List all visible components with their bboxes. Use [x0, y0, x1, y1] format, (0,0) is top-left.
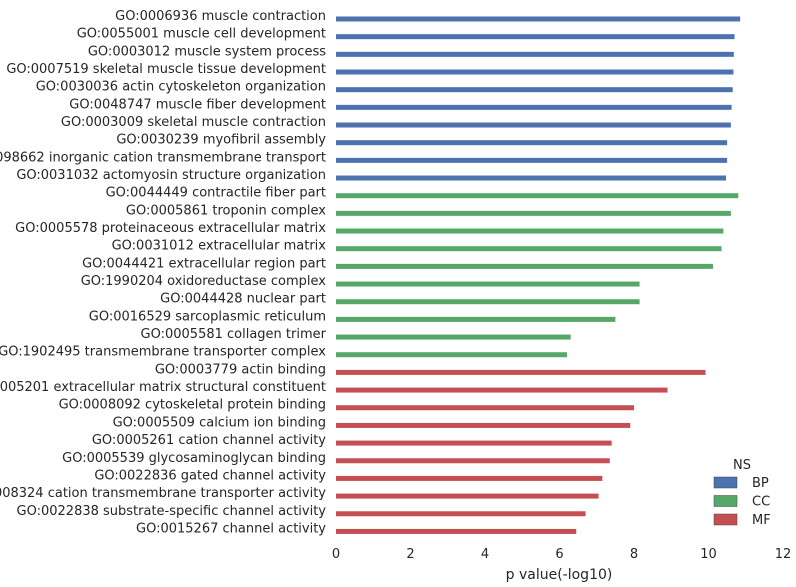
category-label: GO:0055001 muscle cell development [77, 27, 326, 42]
bar-cc [336, 316, 616, 322]
category-label: GO:0008092 cytoskeletal protein binding [59, 398, 326, 413]
x-tick-label: 10 [700, 547, 717, 562]
bars-group [336, 16, 741, 534]
category-label: GO:0007519 skeletal muscle tissue develo… [6, 62, 326, 77]
category-label: GO:0030036 actin cytoskeleton organizati… [36, 80, 326, 95]
category-label: GO:0016529 sarcoplasmic reticulum [89, 309, 326, 324]
x-tick-label: 2 [406, 547, 414, 562]
category-label: GO:0005861 troponin complex [126, 203, 326, 218]
x-tick-label: 12 [775, 547, 792, 562]
x-axis-ticks-group: 0 2 4 6 8 10 12 [332, 547, 791, 562]
bar-mf [336, 475, 603, 481]
bar-bp [336, 69, 734, 75]
bar-cc [336, 246, 722, 252]
category-label: GO:0022836 gated channel activity [94, 468, 326, 483]
bar-bp [336, 51, 734, 57]
category-label: GO:0006936 muscle contraction [115, 9, 326, 24]
x-tick-label: 4 [481, 547, 489, 562]
category-label: GO:0003009 skeletal muscle contraction [61, 115, 326, 130]
legend-swatch-mf [713, 513, 738, 526]
category-label: GO:0003779 actin binding [155, 362, 326, 377]
bar-bp [336, 122, 731, 128]
bar-mf [336, 440, 612, 446]
legend-label-bp: BP [752, 476, 769, 491]
bar-bp [336, 175, 727, 181]
bar-cc [336, 193, 739, 199]
category-label: GO:0005578 proteinaceous extracellular m… [15, 221, 326, 236]
bar-bp [336, 16, 741, 22]
legend-swatch-cc [713, 495, 738, 507]
category-label: GO:0098662 inorganic cation transmembran… [0, 150, 326, 165]
category-label: GO:0015267 channel activity [136, 521, 326, 536]
legend: NS BP CC MF [713, 458, 771, 528]
bar-cc [336, 228, 724, 234]
category-label: GO:0005539 glycosaminoglycan binding [62, 451, 326, 466]
category-label: GO:0044449 contractile fiber part [106, 186, 326, 201]
legend-label-cc: CC [752, 495, 770, 510]
legend-title: NS [733, 458, 751, 473]
category-label: GO:0031012 extracellular matrix [112, 239, 327, 254]
bar-cc [336, 210, 731, 216]
category-label: GO:0005261 cation channel activity [92, 433, 326, 448]
category-labels-group: GO:0006936 muscle contraction GO:0055001 … [0, 9, 327, 536]
bar-mf [336, 458, 610, 464]
category-label: GO:0022838 substrate-specific channel ac… [17, 504, 327, 519]
bar-bp [336, 87, 733, 93]
bar-mf [336, 405, 634, 411]
category-label: GO:0005509 calcium ion binding [113, 415, 326, 430]
category-label: GO:0031032 actomyosin structure organiza… [16, 168, 326, 183]
category-label: GO:0005581 collagen trimer [141, 327, 327, 342]
bar-mf [336, 387, 668, 393]
x-axis-title: p value(-log10) [506, 567, 613, 583]
category-label: GO:0048747 muscle fiber development [69, 97, 326, 112]
bar-mf [336, 528, 577, 534]
bar-bp [336, 34, 735, 40]
bar-cc [336, 334, 571, 340]
bar-mf [336, 511, 586, 517]
category-label: GO:1990204 oxidoreductase complex [81, 274, 327, 289]
category-label: GO:0008324 cation transmembrane transpor… [0, 486, 326, 501]
bar-cc [336, 299, 640, 305]
category-label: GO:0044428 nuclear part [160, 292, 326, 307]
legend-swatch-bp [713, 476, 738, 489]
bar-cc [336, 263, 713, 269]
x-tick-label: 6 [555, 547, 563, 562]
bar-bp [336, 157, 728, 163]
category-label: GO:0044421 extracellular region part [82, 256, 326, 271]
bar-mf [336, 369, 706, 375]
legend-label-mf: MF [752, 513, 771, 528]
bar-cc [336, 281, 640, 287]
category-label: GO:0005201 extracellular matrix structur… [0, 380, 326, 395]
bar-mf [336, 422, 631, 428]
x-tick-label: 8 [630, 547, 638, 562]
category-label: GO:0003012 muscle system process [88, 44, 326, 59]
category-label: GO:0030239 myofibril assembly [116, 133, 326, 148]
bar-bp [336, 140, 728, 146]
bar-mf [336, 493, 599, 499]
bar-bp [336, 104, 732, 110]
x-tick-label: 0 [332, 547, 340, 562]
bar-cc [336, 352, 567, 358]
category-label: GO:1902495 transmembrane transporter com… [0, 345, 326, 360]
